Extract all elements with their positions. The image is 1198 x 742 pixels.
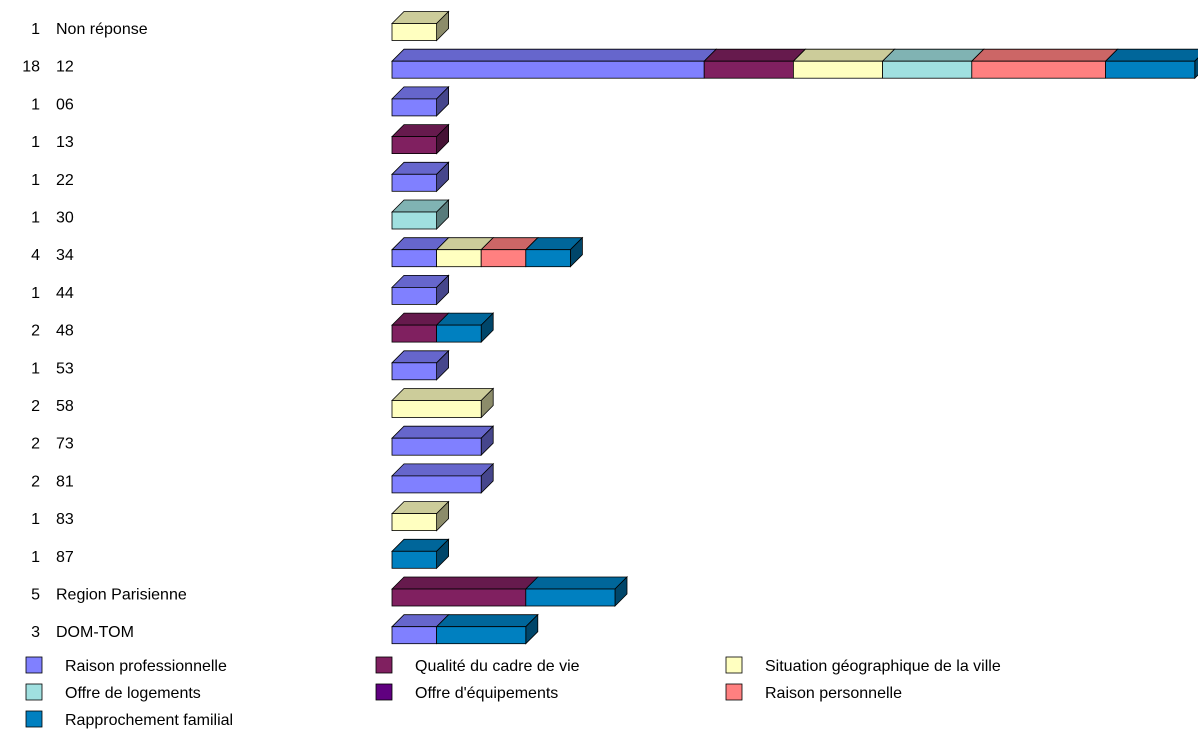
category-label: 44 bbox=[56, 285, 74, 302]
row-total: 2 bbox=[31, 323, 40, 340]
legend-label: Qualité du cadre de vie bbox=[415, 658, 580, 675]
category-label: 73 bbox=[56, 436, 74, 453]
bar-segment bbox=[970, 48, 1119, 79]
bar-segment bbox=[391, 462, 495, 494]
bar-segment bbox=[435, 237, 495, 268]
bar-segment bbox=[391, 274, 450, 306]
row-total: 1 bbox=[31, 549, 40, 566]
bar-segment bbox=[524, 576, 628, 607]
row-total: 1 bbox=[31, 285, 40, 302]
legend-item: Offre de logements bbox=[25, 683, 201, 702]
bar-segment bbox=[391, 576, 539, 607]
category-label: 53 bbox=[56, 360, 74, 377]
row-total: 5 bbox=[31, 587, 40, 604]
bar-segment bbox=[703, 48, 807, 79]
row-total: 2 bbox=[31, 473, 40, 490]
legend-label: Offre d'équipements bbox=[415, 685, 558, 702]
legend-swatch bbox=[375, 683, 393, 701]
legend-swatch bbox=[25, 683, 43, 701]
category-label: 83 bbox=[56, 511, 74, 528]
legend-swatch bbox=[725, 656, 743, 674]
bar-segment bbox=[391, 500, 450, 532]
bar-segment bbox=[435, 613, 539, 645]
bar-segment bbox=[391, 349, 450, 381]
bar-segment bbox=[391, 161, 450, 193]
legend-label: Situation géographique de la ville bbox=[765, 658, 1001, 675]
category-label: 58 bbox=[56, 398, 74, 415]
category-label: DOM-TOM bbox=[56, 624, 134, 641]
legend-item: Offre d'équipements bbox=[375, 683, 558, 702]
row-total: 1 bbox=[31, 210, 40, 227]
bar-segment bbox=[391, 237, 450, 268]
legend-swatch bbox=[25, 656, 43, 674]
row-total: 1 bbox=[31, 134, 40, 151]
row-total: 1 bbox=[31, 21, 40, 38]
bar-segment bbox=[391, 123, 450, 155]
category-label: 34 bbox=[56, 247, 74, 264]
legend-label: Raison professionnelle bbox=[65, 658, 227, 675]
category-label: 13 bbox=[56, 134, 74, 151]
category-label: Non réponse bbox=[56, 21, 148, 38]
legend-item: Rapprochement familial bbox=[25, 710, 233, 729]
category-label: 87 bbox=[56, 549, 74, 566]
legend-swatch bbox=[25, 710, 43, 728]
legend-label: Rapprochement familial bbox=[65, 712, 233, 729]
row-total: 1 bbox=[31, 511, 40, 528]
bar-segment bbox=[391, 85, 450, 117]
bar-segment bbox=[881, 48, 985, 79]
legend-item: Raison professionnelle bbox=[25, 656, 227, 675]
legend-item: Raison personnelle bbox=[725, 683, 902, 702]
bar-segment bbox=[391, 614, 450, 645]
legend-item: Situation géographique de la ville bbox=[725, 656, 1001, 675]
row-total: 4 bbox=[31, 247, 40, 264]
category-label: 48 bbox=[56, 323, 74, 340]
legend-swatch bbox=[725, 683, 743, 701]
bar-segment bbox=[391, 48, 718, 79]
bar-segment bbox=[391, 10, 450, 42]
bar-segment bbox=[435, 312, 495, 344]
category-label: Region Parisienne bbox=[56, 587, 187, 604]
category-label: 12 bbox=[56, 59, 74, 76]
bar-segment bbox=[391, 538, 450, 570]
bar-segment bbox=[391, 312, 450, 343]
category-label: 81 bbox=[56, 473, 74, 490]
bar-segment bbox=[391, 199, 450, 230]
row-total: 1 bbox=[31, 360, 40, 377]
row-total: 3 bbox=[31, 624, 40, 641]
bar-segment bbox=[1104, 48, 1198, 80]
legend-label: Offre de logements bbox=[65, 685, 201, 702]
category-label: 30 bbox=[56, 210, 74, 227]
bar-segment bbox=[792, 48, 896, 79]
row-total: 18 bbox=[22, 59, 40, 76]
category-label: 06 bbox=[56, 96, 74, 113]
row-total: 2 bbox=[31, 398, 40, 415]
legend-swatch bbox=[375, 656, 393, 674]
bars bbox=[391, 10, 1198, 645]
bar-segment bbox=[391, 425, 495, 457]
row-total: 2 bbox=[31, 436, 40, 453]
legend-item: Qualité du cadre de vie bbox=[375, 656, 580, 675]
category-label: 22 bbox=[56, 172, 74, 189]
legend-label: Raison personnelle bbox=[765, 685, 902, 702]
bar-segment bbox=[524, 236, 584, 268]
row-total: 1 bbox=[31, 96, 40, 113]
row-total: 1 bbox=[31, 172, 40, 189]
bar-segment bbox=[391, 387, 495, 419]
legend: Raison professionnelle Qualité du cadre d… bbox=[25, 656, 1001, 729]
